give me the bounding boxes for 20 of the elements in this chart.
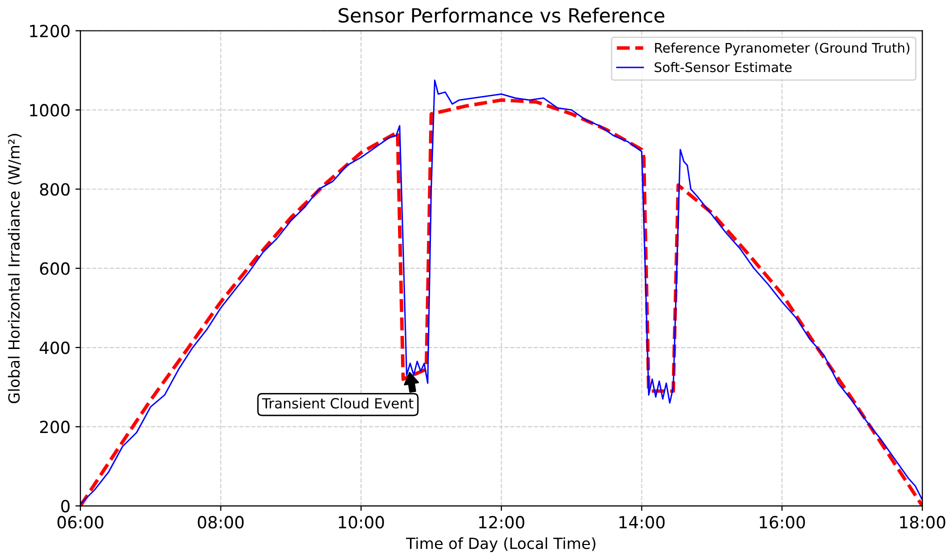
- x-tick-label: 18:00: [900, 516, 946, 529]
- y-tick-label: 800: [40, 183, 70, 196]
- legend-label: Reference Pyranometer (Ground Truth): [655, 42, 910, 56]
- x-tick-label: 14:00: [620, 516, 665, 529]
- y-tick-label: 1200: [30, 24, 70, 38]
- y-axis-title: Global Horizontal Irradiance (W/m²): [8, 134, 22, 404]
- x-tick-label: 06:00: [57, 516, 104, 529]
- x-tick-label: 08:00: [198, 516, 244, 529]
- y-tick-label: 0: [61, 500, 70, 512]
- x-tick-label: 16:00: [760, 516, 805, 529]
- y-tick-label: 200: [40, 420, 70, 434]
- y-tick-label: 600: [40, 262, 70, 275]
- x-tick-label: 12:00: [479, 516, 524, 529]
- y-tick-label: 1000: [30, 104, 70, 117]
- legend-label: Soft-Sensor Estimate: [654, 62, 792, 72]
- chart-title: Sensor Performance vs Reference: [338, 8, 664, 23]
- x-tick-label: 10:00: [338, 516, 384, 529]
- y-tick-label: 400: [40, 341, 70, 354]
- x-axis-title: Time of Day (Local Time): [406, 537, 596, 552]
- annotation: Transient Cloud Event: [262, 398, 414, 409]
